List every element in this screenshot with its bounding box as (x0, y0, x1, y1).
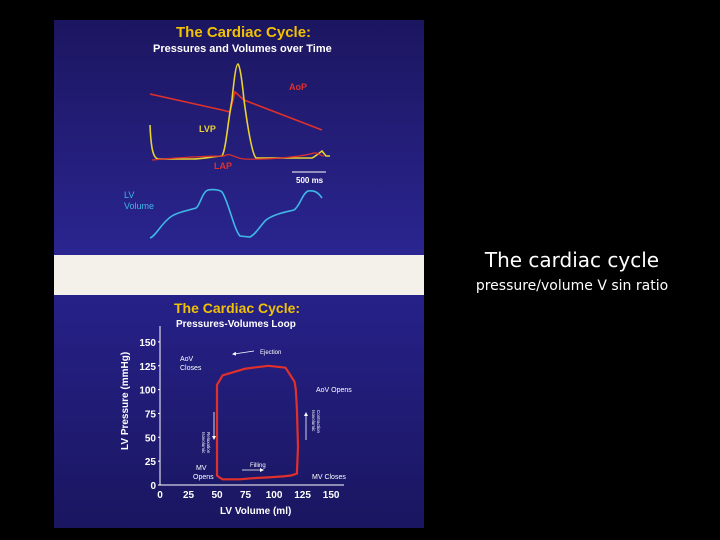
aov-closes-label-2: Closes (180, 365, 202, 372)
filling-label: Filling (250, 463, 266, 469)
top-panel-title: The Cardiac Cycle: (176, 24, 311, 41)
bottom-panel-subtitle: Pressures-Volumes Loop (176, 319, 296, 330)
bottom-panel: The Cardiac Cycle: Pressures-Volumes Loo… (54, 295, 424, 528)
aop-label: AoP (289, 82, 307, 92)
x-tick-label: 100 (266, 490, 283, 501)
lvp-label: LVP (199, 124, 216, 134)
x-tick-label: 125 (294, 490, 311, 501)
mv-opens-label-1: MV (196, 465, 207, 472)
y-tick-labels: 0 25 50 75 100 125 150 (139, 338, 160, 492)
mv-opens-label-2: Opens (193, 474, 214, 481)
y-tick-label: 100 (139, 386, 156, 397)
lvp-trace (149, 63, 330, 160)
top-panel: The Cardiac Cycle: Pressures and Volumes… (54, 20, 424, 255)
x-tick-label: 50 (211, 490, 223, 501)
x-axis-label: LV Volume (ml) (220, 506, 291, 517)
y-tick-label: 125 (139, 362, 156, 373)
lap-label: LAP (214, 161, 232, 171)
lv-volume-label-2: Volume (124, 201, 154, 211)
mv-closes-label: MV Closes (312, 474, 346, 481)
aov-opens-label: AoV Opens (316, 387, 352, 394)
lv-volume-label-1: LV (124, 190, 134, 200)
slide-title: The cardiac cycle (484, 248, 660, 272)
slide-subtitle: pressure/volume V sin ratio (475, 278, 669, 294)
isovolumic-relaxation-label-2: Relaxation (206, 432, 211, 454)
lap-trace (151, 152, 325, 161)
top-panel-subtitle: Pressures and Volumes over Time (153, 43, 332, 55)
isovolumic-contraction-label-1: Isovolumic (311, 410, 316, 432)
x-tick-label: 25 (183, 490, 195, 501)
cardiac-cycle-figure: The Cardiac Cycle: Pressures and Volumes… (54, 20, 424, 528)
aop-trace (149, 90, 323, 131)
x-tick-label: 0 (157, 490, 163, 501)
x-tick-label: 150 (323, 490, 340, 501)
y-tick-label: 0 (150, 481, 156, 492)
bottom-panel-title: The Cardiac Cycle: (174, 300, 300, 316)
y-axis-label: LV Pressure (mmHg) (120, 352, 131, 450)
y-tick-label: 150 (139, 338, 156, 349)
x-tick-labels: 0 25 50 75 100 125 150 (157, 490, 340, 501)
lv-volume-trace (149, 188, 323, 239)
y-tick-label: 50 (145, 433, 157, 444)
pv-loop-line (215, 364, 300, 481)
ejection-arrow (232, 350, 255, 356)
y-tick-label: 75 (145, 409, 157, 420)
isovolumic-contraction-label-2: Contraction (316, 410, 321, 434)
y-tick-label: 25 (145, 457, 157, 468)
ejection-label: Ejection (260, 350, 281, 356)
separator-band (54, 255, 424, 295)
aov-closes-label-1: AoV (180, 356, 194, 363)
scale-label: 500 ms (296, 176, 324, 185)
x-tick-label: 75 (240, 490, 252, 501)
isovolumic-relaxation-label-1: Isovolumic (201, 432, 206, 454)
